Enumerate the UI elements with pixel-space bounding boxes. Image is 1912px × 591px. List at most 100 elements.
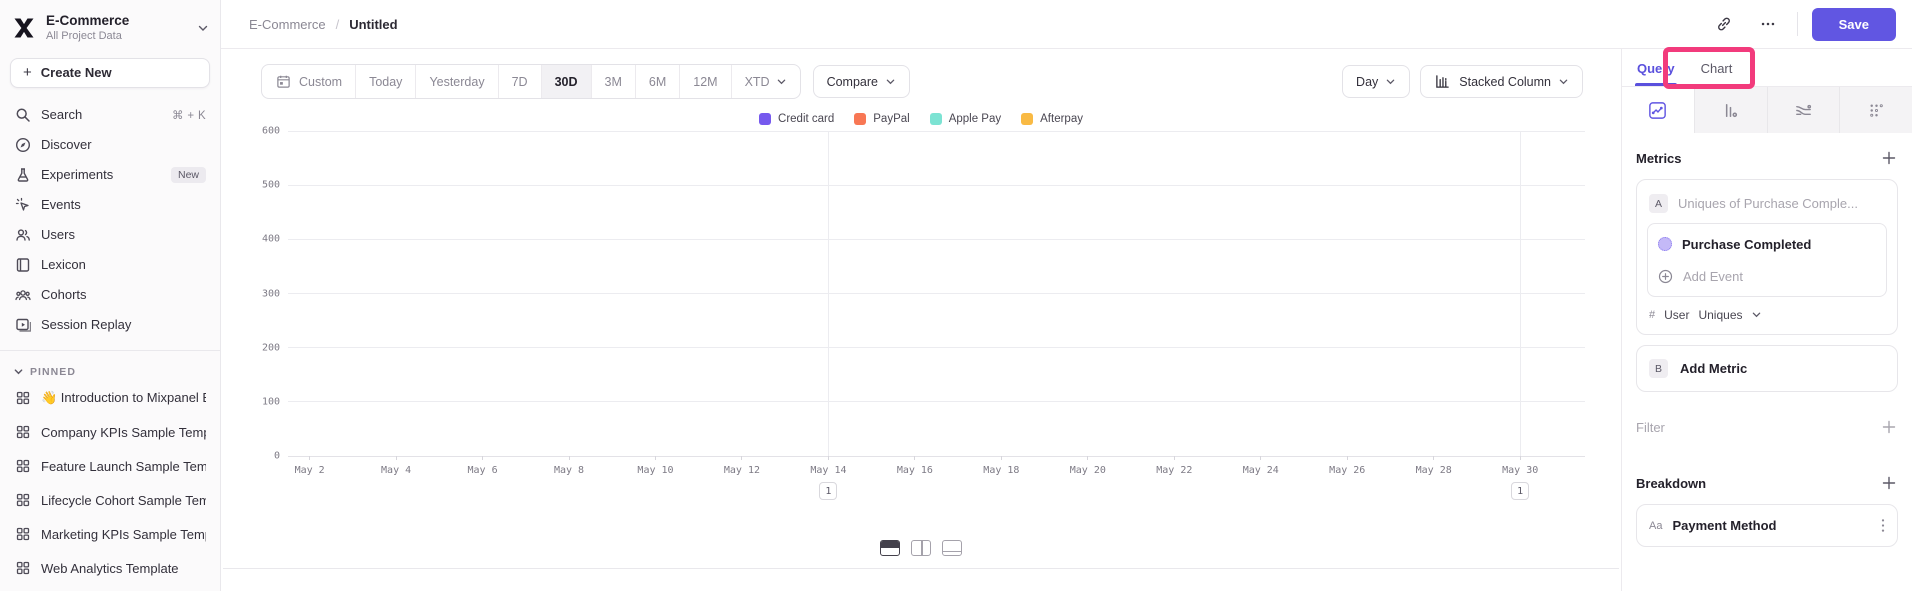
x-tick-label: May 8: [553, 465, 585, 476]
add-breakdown-plus-icon[interactable]: [1880, 474, 1898, 492]
date-range-today[interactable]: Today: [356, 65, 417, 98]
x-axis-slot: May 6: [461, 456, 504, 500]
breakdown-card[interactable]: Aa Payment Method: [1636, 504, 1898, 547]
sidebar-item-session-replay[interactable]: Session Replay: [0, 310, 220, 340]
string-type-icon: Aa: [1649, 519, 1663, 532]
x-axis-slot: [1455, 456, 1498, 500]
breadcrumb-current[interactable]: Untitled: [349, 16, 398, 32]
sidebar-item-discover[interactable]: Discover: [0, 130, 220, 160]
layout-split-button[interactable]: [911, 539, 931, 556]
sidebar-item-label: Users: [41, 227, 75, 243]
date-range-3m[interactable]: 3M: [592, 65, 636, 98]
sidebar-item-search[interactable]: Search ⌘ + K: [0, 100, 220, 130]
bar-slot: [720, 131, 763, 456]
aggregation-selector[interactable]: # User Uniques: [1647, 297, 1887, 324]
pinned-item[interactable]: Web Analytics Template: [0, 551, 220, 585]
pinned-item[interactable]: Feature Launch Sample Templa: [0, 449, 220, 483]
legend-item-afterpay[interactable]: Afterpay: [1021, 113, 1083, 125]
save-button[interactable]: Save: [1811, 7, 1896, 41]
date-range-label: Yesterday: [429, 74, 485, 89]
y-axis: 0 100 200 300 400 500 600: [247, 126, 288, 527]
bar-slot: [893, 131, 936, 456]
bar-slot: [1109, 131, 1152, 456]
users-icon: [14, 226, 31, 243]
date-range-7d[interactable]: 7D: [499, 65, 542, 98]
flow-icon[interactable]: [1768, 87, 1841, 133]
x-tick-mark: [654, 456, 656, 460]
x-tick-label: May 12: [723, 465, 761, 476]
x-axis-slot: May 12: [720, 456, 763, 500]
date-range-yesterday[interactable]: Yesterday: [416, 65, 499, 98]
book-icon: [14, 256, 31, 273]
metric-a-header[interactable]: A Uniques of Purchase Comple...: [1647, 190, 1887, 223]
x-tick-mark: [741, 456, 743, 460]
date-range-xtd[interactable]: XTD: [732, 65, 800, 98]
event-row-purchase-completed[interactable]: Purchase Completed: [1658, 228, 1876, 260]
legend-item-paypal[interactable]: PayPal: [854, 113, 910, 125]
legend-item-apple-pay[interactable]: Apple Pay: [929, 113, 1002, 125]
chevron-down-icon: [1386, 77, 1396, 87]
chart-type-dropdown[interactable]: Stacked Column: [1420, 65, 1583, 98]
query-panel: Query Chart: [1621, 49, 1912, 591]
date-range-12m[interactable]: 12M: [680, 65, 732, 98]
create-new-button[interactable]: + Create New: [10, 58, 210, 88]
sidebar-item-experiments[interactable]: Experiments New: [0, 160, 220, 190]
add-filter-plus-icon[interactable]: [1880, 418, 1898, 436]
metric-b-card[interactable]: B Add Metric: [1636, 345, 1898, 392]
topbar: E-Commerce / Untitled: [221, 0, 1912, 49]
add-event-row[interactable]: Add Event: [1658, 260, 1876, 292]
date-range-6m[interactable]: 6M: [636, 65, 681, 98]
scatter-grid-icon[interactable]: [1840, 87, 1912, 133]
metric-a-summary: Uniques of Purchase Comple...: [1678, 196, 1858, 211]
date-range-custom[interactable]: Custom: [262, 65, 357, 98]
bar-chart-icon[interactable]: [1695, 87, 1768, 133]
pinned-item[interactable]: Lifecycle Cohort Sample Temp: [0, 483, 220, 517]
kebab-menu-icon[interactable]: [1881, 518, 1885, 533]
bar-slot: [331, 131, 374, 456]
bar-slot: [1196, 131, 1239, 456]
x-axis-slot: [1023, 456, 1066, 500]
annotation-chip[interactable]: 1: [819, 482, 838, 500]
sidebar-item-events[interactable]: Events: [0, 190, 220, 220]
stacked-column-icon: [1434, 73, 1451, 90]
legend-item-credit-card[interactable]: Credit card: [759, 113, 834, 125]
compare-dropdown[interactable]: Compare: [812, 65, 910, 98]
layout-chart-top-button[interactable]: [880, 539, 900, 556]
bar-slot: [1066, 131, 1109, 456]
breadcrumb-separator: /: [335, 16, 340, 32]
pinned-item[interactable]: 👋 Introduction to Mixpanel Bo: [0, 381, 220, 415]
annotation-chip[interactable]: 1: [1511, 482, 1530, 500]
pinned-item[interactable]: Marketing KPIs Sample Templat: [0, 517, 220, 551]
more-options-button[interactable]: [1753, 9, 1783, 39]
workspace-switcher[interactable]: E-Commerce All Project Data: [0, 0, 220, 52]
x-axis-slot: [331, 456, 374, 500]
plus-circle-icon: [1658, 269, 1673, 284]
bar-slot: [1023, 131, 1066, 456]
sidebar-item-cohorts[interactable]: Cohorts: [0, 280, 220, 310]
pinned-section-toggle[interactable]: PINNED: [0, 363, 220, 381]
pinned-item-label: Lifecycle Cohort Sample Temp: [41, 492, 206, 508]
granularity-dropdown[interactable]: Day: [1342, 65, 1411, 98]
tab-query[interactable]: Query: [1635, 61, 1677, 86]
sidebar-item-lexicon[interactable]: Lexicon: [0, 250, 220, 280]
gridline-600: [288, 130, 1585, 132]
layout-table-bottom-button[interactable]: [942, 539, 962, 556]
chart-type-label: Stacked Column: [1459, 74, 1551, 89]
x-tick-label: May 20: [1069, 465, 1106, 476]
tab-chart[interactable]: Chart: [1700, 61, 1733, 76]
cohorts-icon: [14, 286, 31, 303]
add-metric-plus-icon[interactable]: [1880, 149, 1898, 167]
date-range-label: 30D: [554, 74, 578, 89]
sidebar-item-users[interactable]: Users: [0, 220, 220, 250]
x-tick-mark: [1346, 456, 1348, 460]
date-range-30d[interactable]: 30D: [541, 65, 592, 98]
x-tick-mark: [1260, 456, 1262, 460]
breakdown-property-label: Payment Method: [1672, 518, 1777, 533]
share-link-button[interactable]: [1709, 9, 1739, 39]
x-axis-slot: May 24: [1239, 456, 1282, 500]
breadcrumb-project[interactable]: E-Commerce: [249, 16, 326, 32]
pinned-section-label: PINNED: [30, 365, 76, 378]
legend-label: Apple Pay: [948, 113, 1002, 125]
insights-line-icon[interactable]: [1622, 87, 1695, 133]
pinned-item[interactable]: Company KPIs Sample Templat: [0, 415, 220, 449]
